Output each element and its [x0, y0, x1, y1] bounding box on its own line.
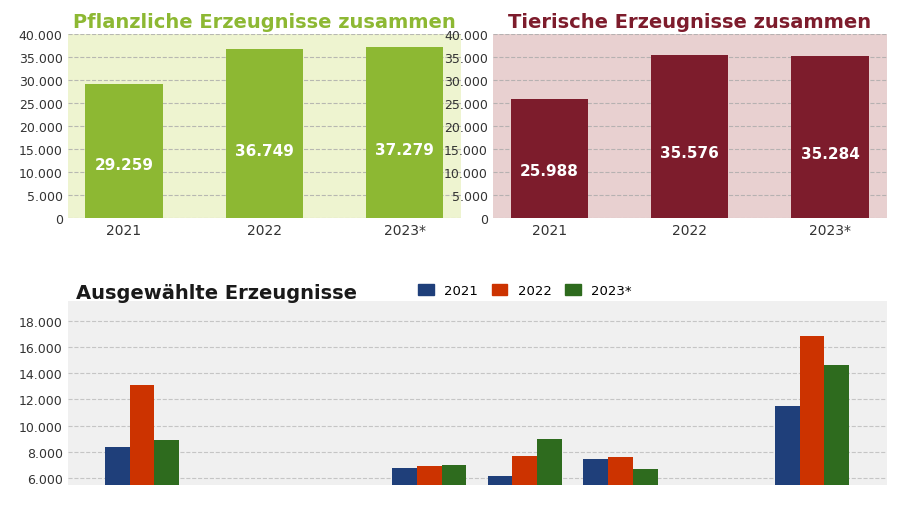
Text: 29.259: 29.259 — [94, 158, 154, 173]
Text: 36.749: 36.749 — [235, 144, 293, 159]
Bar — [775, 406, 799, 505]
Bar — [130, 385, 155, 505]
Bar — [392, 468, 417, 505]
Legend: 2021, 2022, 2023*: 2021, 2022, 2023* — [418, 284, 632, 297]
Bar — [633, 469, 658, 505]
Bar — [583, 459, 608, 505]
Title: Tierische Erzeugnisse zusammen: Tierische Erzeugnisse zusammen — [508, 14, 871, 32]
Bar — [442, 465, 466, 505]
Bar — [791, 57, 868, 219]
Bar — [651, 56, 728, 219]
Bar — [510, 99, 588, 219]
Text: 35.284: 35.284 — [801, 146, 860, 162]
Text: Ausgewählte Erzeugnisse: Ausgewählte Erzeugnisse — [76, 283, 356, 302]
Bar — [155, 440, 179, 505]
Text: 35.576: 35.576 — [661, 146, 719, 161]
Bar — [729, 499, 753, 505]
Bar — [86, 85, 163, 219]
Bar — [488, 476, 512, 505]
Title: Pflanzliche Erzeugnisse zusammen: Pflanzliche Erzeugnisse zusammen — [73, 14, 455, 32]
Bar — [608, 458, 633, 505]
Text: 25.988: 25.988 — [520, 164, 579, 179]
Bar — [104, 447, 130, 505]
Bar — [537, 439, 562, 505]
Bar — [366, 48, 444, 219]
Bar — [226, 50, 303, 219]
Bar — [704, 502, 729, 505]
Text: 37.279: 37.279 — [375, 143, 434, 158]
Bar — [824, 366, 850, 505]
Bar — [417, 467, 442, 505]
Bar — [799, 337, 824, 505]
Bar — [512, 456, 537, 505]
